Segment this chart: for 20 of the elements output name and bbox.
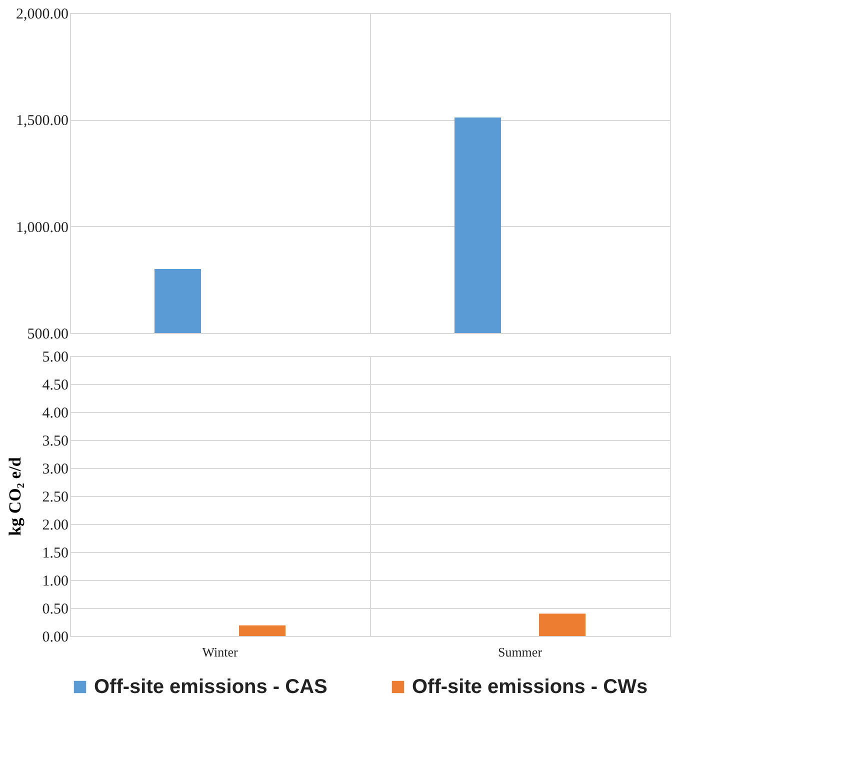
y-tick-label: 1.00: [42, 574, 68, 590]
legend-label: Off-site emissions - CAS: [94, 676, 328, 698]
y-tick-label: 3.00: [42, 462, 68, 478]
y-tick-label: 3.50: [42, 434, 68, 450]
y-tick-label: 500.00: [27, 326, 68, 342]
legend-label: Off-site emissions - CWs: [412, 676, 648, 698]
y-tick-label: 2,000.00: [16, 6, 68, 22]
y-tick-label: 5.00: [42, 350, 68, 366]
y-tick-label: 1,000.00: [16, 220, 68, 236]
y-axis-title: kg CO₂ e/d: [5, 456, 24, 536]
y-tick-label: 1,500.00: [16, 113, 68, 130]
y-tick-label: 1.50: [42, 546, 68, 562]
y-tick-label: 2.50: [42, 490, 68, 506]
y-tick-label: 4.50: [42, 378, 68, 394]
y-tick-label: 0.00: [42, 630, 68, 646]
y-tick-label: 2.00: [42, 518, 68, 534]
x-tick-label: Winter: [202, 644, 238, 660]
y-tick-label: 4.00: [42, 406, 68, 422]
x-tick-label: Summer: [498, 644, 543, 660]
y-tick-label: 0.50: [42, 602, 68, 618]
